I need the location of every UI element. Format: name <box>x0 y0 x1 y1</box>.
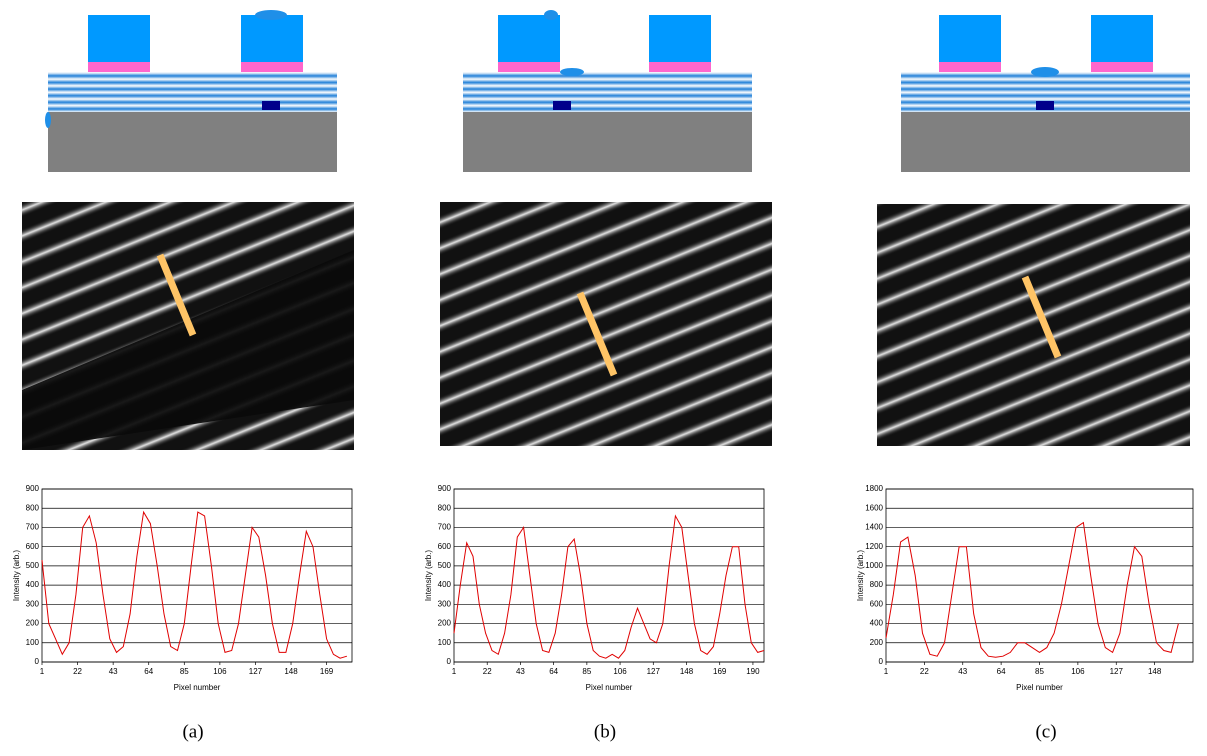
plot-frame <box>886 489 1193 662</box>
droplet <box>1031 67 1059 77</box>
x-tick-label: 1 <box>452 667 457 676</box>
x-tick-label: 85 <box>582 667 591 676</box>
pillar-base <box>241 62 303 72</box>
y-tick-label: 300 <box>438 599 452 608</box>
x-tick-label: 1 <box>40 667 45 676</box>
x-tick-label: 148 <box>1148 667 1162 676</box>
pillar <box>241 15 303 62</box>
x-tick-label: 64 <box>144 667 153 676</box>
y-tick-label: 200 <box>870 638 884 647</box>
pillar-base <box>939 62 1001 72</box>
y-tick-label: 600 <box>26 542 40 551</box>
multilayer <box>48 72 337 112</box>
pillar <box>498 15 560 62</box>
x-axis-label: Pixel number <box>174 683 221 692</box>
y-tick-label: 500 <box>26 561 40 570</box>
y-tick-label: 100 <box>438 638 452 647</box>
caption: (b) <box>594 721 616 742</box>
droplet <box>45 112 51 128</box>
y-tick-label: 700 <box>438 523 452 532</box>
x-axis-label: Pixel number <box>1016 683 1063 692</box>
y-tick-label: 600 <box>870 599 884 608</box>
y-tick-label: 300 <box>26 599 40 608</box>
droplet <box>560 68 584 76</box>
y-tick-label: 1400 <box>865 523 883 532</box>
x-tick-label: 148 <box>284 667 298 676</box>
buried-feature <box>553 101 571 110</box>
x-tick-label: 127 <box>647 667 661 676</box>
x-tick-label: 106 <box>1071 667 1085 676</box>
x-tick-label: 148 <box>680 667 694 676</box>
y-tick-label: 800 <box>870 580 884 589</box>
x-tick-label: 22 <box>483 667 492 676</box>
y-axis-label: Intensity (arb.) <box>424 550 433 601</box>
caption: (a) <box>182 721 203 742</box>
x-tick-label: 85 <box>180 667 189 676</box>
substrate <box>48 112 337 172</box>
pillar <box>88 15 150 62</box>
y-tick-label: 0 <box>447 657 452 666</box>
pillar-base <box>649 62 711 72</box>
pillar <box>939 15 1001 62</box>
buried-feature <box>262 101 280 110</box>
y-tick-label: 400 <box>26 580 40 589</box>
y-tick-label: 200 <box>438 619 452 628</box>
pillar <box>649 15 711 62</box>
pillar <box>1091 15 1153 62</box>
x-tick-label: 169 <box>713 667 727 676</box>
y-tick-label: 700 <box>26 523 40 532</box>
x-tick-label: 64 <box>997 667 1006 676</box>
x-tick-label: 190 <box>746 667 760 676</box>
y-axis-label: Intensity (arb.) <box>12 550 21 601</box>
x-tick-label: 106 <box>613 667 627 676</box>
x-tick-label: 169 <box>320 667 334 676</box>
droplet <box>255 10 287 20</box>
y-tick-label: 200 <box>26 619 40 628</box>
plot-frame <box>454 489 764 662</box>
x-tick-label: 106 <box>213 667 227 676</box>
droplet <box>544 10 558 20</box>
caption: (c) <box>1035 721 1056 742</box>
y-tick-label: 600 <box>438 542 452 551</box>
substrate <box>463 112 752 172</box>
y-tick-label: 900 <box>26 484 40 493</box>
x-tick-label: 127 <box>1110 667 1124 676</box>
fringe-image <box>877 204 1190 446</box>
y-tick-label: 500 <box>438 561 452 570</box>
fringe-image <box>440 202 772 446</box>
x-tick-label: 64 <box>549 667 558 676</box>
x-tick-label: 22 <box>73 667 82 676</box>
y-tick-label: 800 <box>26 503 40 512</box>
y-axis-label: Intensity (arb.) <box>856 550 865 601</box>
y-tick-label: 0 <box>879 657 884 666</box>
y-tick-label: 1600 <box>865 503 883 512</box>
x-tick-label: 85 <box>1035 667 1044 676</box>
figure: 0100200300400500600700800900122436485106… <box>0 0 1207 751</box>
x-tick-label: 43 <box>109 667 118 676</box>
substrate <box>901 112 1190 172</box>
data-line <box>886 523 1178 658</box>
y-tick-label: 800 <box>438 503 452 512</box>
pillar-base <box>1091 62 1153 72</box>
y-tick-label: 1800 <box>865 484 883 493</box>
x-tick-label: 1 <box>884 667 889 676</box>
y-tick-label: 900 <box>438 484 452 493</box>
x-axis-label: Pixel number <box>586 683 633 692</box>
y-tick-label: 400 <box>438 580 452 589</box>
y-tick-label: 0 <box>35 657 40 666</box>
x-tick-label: 22 <box>920 667 929 676</box>
y-tick-label: 1000 <box>865 561 883 570</box>
y-tick-label: 400 <box>870 619 884 628</box>
data-line <box>454 516 764 658</box>
y-tick-label: 100 <box>26 638 40 647</box>
pillar-base <box>498 62 560 72</box>
x-tick-label: 43 <box>516 667 525 676</box>
x-tick-label: 43 <box>958 667 967 676</box>
pillar-base <box>88 62 150 72</box>
y-tick-label: 1200 <box>865 542 883 551</box>
multilayer <box>463 72 752 112</box>
x-tick-label: 127 <box>249 667 263 676</box>
buried-feature <box>1036 101 1054 110</box>
